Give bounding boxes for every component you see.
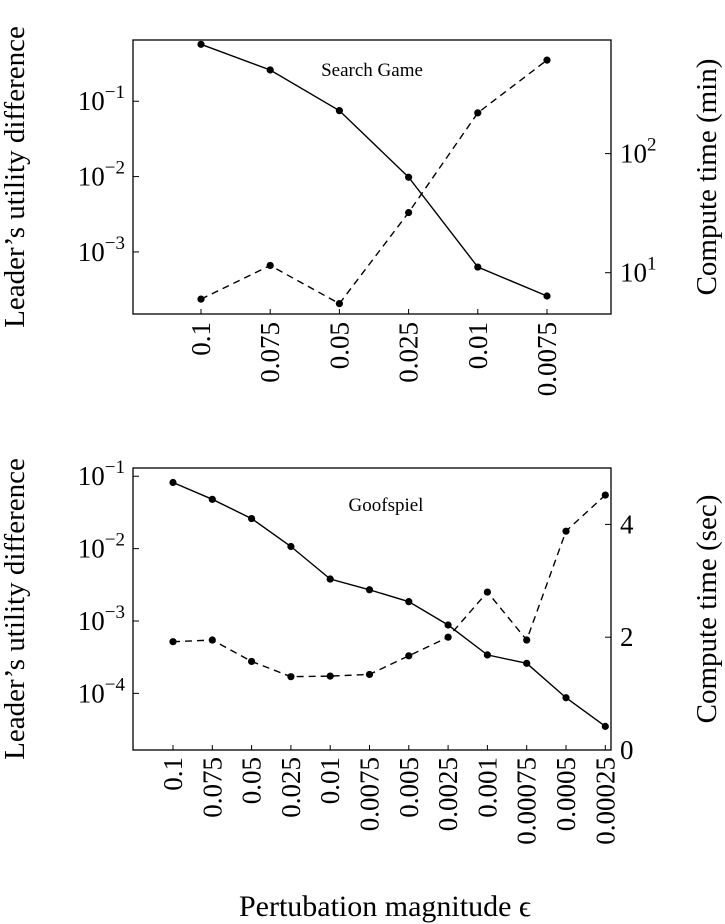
compute-time-point bbox=[208, 636, 216, 644]
left-y-tick-label: 10−3 bbox=[78, 602, 125, 636]
x-tick-label: 0.00075 bbox=[512, 757, 542, 845]
x-tick-label: 0.075 bbox=[197, 757, 227, 818]
utility-difference-point bbox=[474, 263, 482, 271]
x-tick-label: 0.05 bbox=[324, 322, 354, 369]
utility-difference-point bbox=[405, 173, 413, 181]
compute-time-point bbox=[266, 261, 274, 270]
right-y-tick-label: 101 bbox=[620, 254, 657, 288]
utility-difference-point bbox=[326, 575, 334, 583]
left-y-tick-label: 10−1 bbox=[78, 82, 125, 116]
compute-time-point bbox=[444, 633, 452, 641]
utility-difference-line bbox=[200, 43, 548, 297]
utility-difference-point bbox=[543, 292, 551, 300]
left-y-tick-label: 10−3 bbox=[78, 233, 125, 267]
plot-frame bbox=[132, 467, 612, 751]
compute-time-point bbox=[474, 109, 482, 117]
x-tick-label: 0.001 bbox=[472, 757, 502, 818]
compute-time-point bbox=[601, 491, 609, 499]
utility-difference-point bbox=[444, 621, 452, 629]
compute-time-point bbox=[326, 672, 334, 680]
compute-time-point bbox=[248, 657, 256, 666]
compute-time-point bbox=[405, 652, 413, 660]
compute-time-point bbox=[483, 588, 491, 596]
x-tick-label: 0.1 bbox=[186, 322, 216, 356]
x-tick-label: 0.1 bbox=[158, 757, 188, 791]
compute-time-point bbox=[562, 527, 570, 535]
left-axis-label: Leader’s utility difference bbox=[0, 26, 31, 328]
panel-title: Goofspiel bbox=[349, 495, 424, 516]
panel-title: Search Game bbox=[321, 60, 423, 81]
right-y-tick-label: 0 bbox=[620, 735, 634, 765]
utility-difference-point bbox=[601, 722, 609, 730]
x-tick-label: 0.0075 bbox=[532, 322, 562, 396]
utility-difference-point bbox=[335, 107, 343, 115]
utility-difference-line bbox=[172, 481, 606, 727]
utility-difference-point bbox=[365, 586, 374, 594]
utility-difference-point bbox=[248, 514, 256, 523]
left-y-tick-label: 10−4 bbox=[78, 674, 126, 708]
compute-time-point bbox=[287, 673, 295, 681]
utility-difference-point bbox=[169, 478, 177, 487]
utility-difference-point bbox=[197, 40, 205, 48]
x-tick-label: 0.0005 bbox=[551, 757, 581, 831]
right-axis-label: Compute time (sec) bbox=[691, 495, 723, 724]
right-axis-label: Compute time (min) bbox=[691, 59, 723, 296]
utility-difference-point bbox=[523, 659, 531, 667]
left-y-tick-label: 10−2 bbox=[78, 530, 125, 564]
plot-frame bbox=[132, 39, 612, 315]
x-tick-label: 0.025 bbox=[394, 322, 424, 383]
right-y-tick-label: 102 bbox=[620, 135, 657, 169]
compute-time-point bbox=[169, 638, 177, 646]
utility-difference-point bbox=[405, 598, 413, 606]
utility-difference-point bbox=[208, 495, 216, 503]
x-tick-label: 0.0025 bbox=[433, 757, 463, 831]
compute-time-line bbox=[172, 494, 606, 678]
compute-time-point bbox=[197, 295, 205, 303]
utility-difference-point bbox=[483, 651, 491, 659]
utility-difference-point bbox=[562, 694, 570, 702]
x-tick-label: 0.0075 bbox=[355, 757, 385, 831]
compute-time-point bbox=[543, 56, 551, 64]
compute-time-point bbox=[335, 300, 343, 308]
x-axis-label: Pertubation magnitude ϵ bbox=[239, 890, 531, 923]
x-tick-label: 0.005 bbox=[394, 757, 424, 818]
left-y-tick-label: 10−2 bbox=[78, 158, 125, 192]
search-game-panel: 0.1 0.075 0.05 0.025 0.01 0.0075 10−3 10−2 10−1 1… bbox=[0, 26, 723, 396]
x-tick-label: 0.01 bbox=[315, 757, 345, 804]
utility-difference-point bbox=[287, 542, 295, 551]
x-tick-label: 0.075 bbox=[255, 322, 285, 383]
x-tick-label: 0.00025 bbox=[590, 757, 620, 845]
right-y-tick-label: 2 bbox=[620, 622, 634, 652]
left-axis-label: Leader’s utility difference bbox=[0, 458, 31, 760]
goofspiel-panel: 0.1 0.075 0.05 0.025 0.01 0.0075 0.005 0.0025 0.… bbox=[0, 457, 723, 845]
x-tick-label: 0.05 bbox=[237, 757, 267, 804]
utility-difference-point bbox=[266, 66, 274, 74]
x-tick-label: 0.025 bbox=[276, 757, 306, 818]
compute-time-point bbox=[405, 208, 413, 217]
x-tick-label: 0.01 bbox=[463, 322, 493, 369]
compute-time-point bbox=[365, 670, 374, 679]
left-y-tick-label: 10−1 bbox=[78, 457, 125, 491]
compute-time-line bbox=[200, 59, 548, 305]
right-y-tick-label: 4 bbox=[620, 509, 634, 539]
compute-time-point bbox=[523, 636, 531, 644]
